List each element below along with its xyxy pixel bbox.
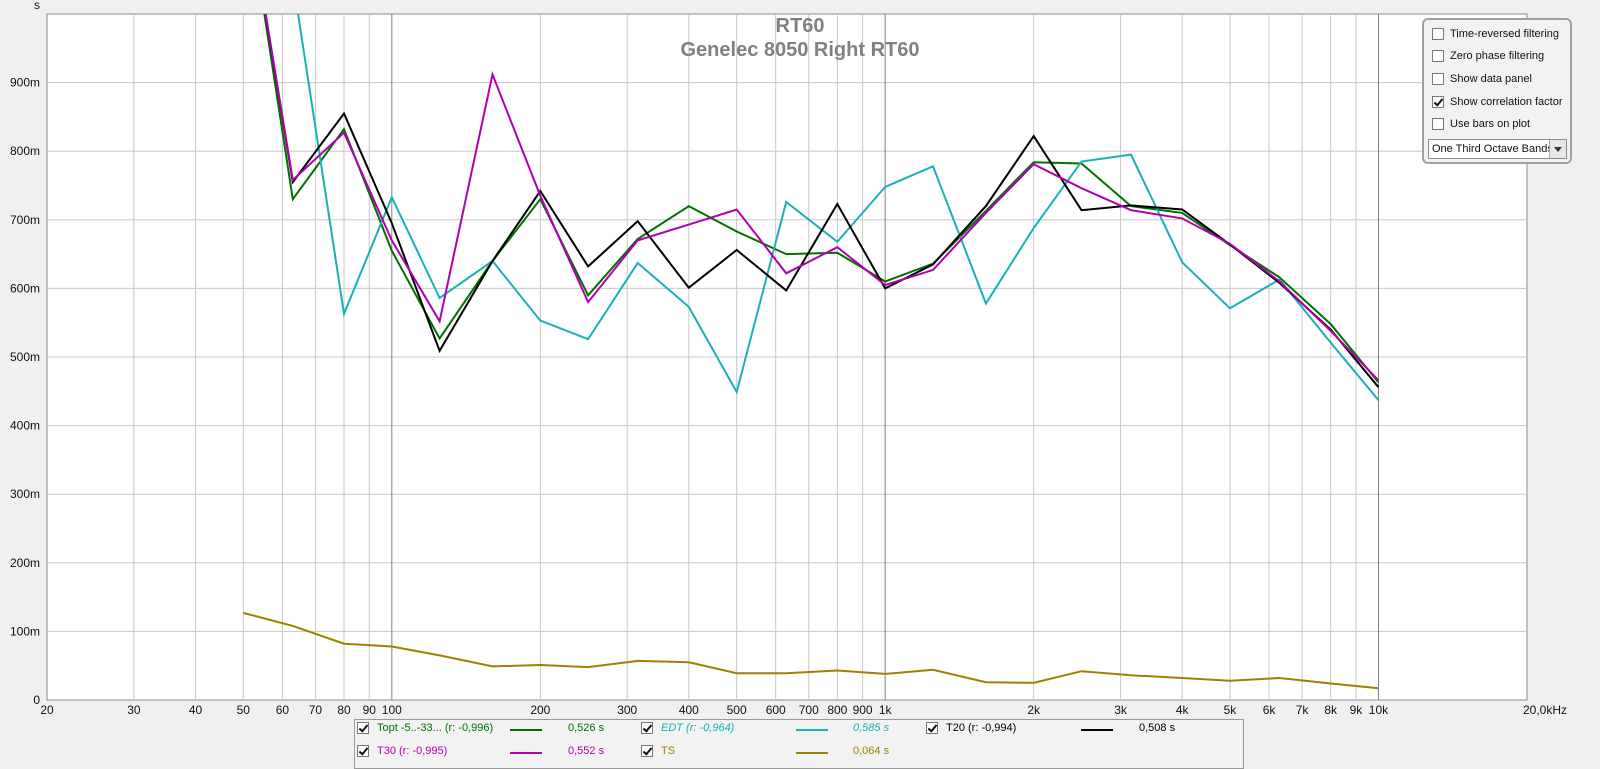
y-tick-label: 200m	[10, 556, 40, 570]
legend-item-t20[interactable]: T20 (r: -0,994)	[926, 719, 1016, 737]
use-bars-option[interactable]: Use bars on plot	[1432, 115, 1530, 133]
x-tick-label: 10k	[1369, 703, 1389, 717]
use-bars-label: Use bars on plot	[1450, 118, 1531, 130]
x-tick-label: 3k	[1114, 703, 1128, 717]
x-tick-label: 700	[799, 703, 819, 717]
x-tick-label: 1k	[879, 703, 893, 717]
t20-value: 0,508 s	[1139, 722, 1176, 734]
y-tick-label: 0	[33, 693, 40, 707]
zero-phase-option[interactable]: Zero phase filtering	[1432, 47, 1544, 65]
x-tick-label: 50	[237, 703, 251, 717]
legend-item-ts[interactable]: TS	[641, 742, 675, 760]
show-data-panel-checkbox[interactable]	[1432, 73, 1444, 85]
band-select-value: One Third Octave Bands	[1432, 143, 1553, 155]
zero-phase-label: Zero phase filtering	[1450, 50, 1545, 62]
y-tick-label: s	[34, 0, 40, 12]
show-data-panel-label: Show data panel	[1450, 73, 1532, 85]
topt-checkbox[interactable]	[357, 722, 369, 734]
t20-series-line	[264, 14, 1380, 388]
topt-swatch	[510, 729, 542, 731]
ts-swatch	[796, 752, 828, 754]
x-tick-label: 9k	[1350, 703, 1364, 717]
y-tick-label: 500m	[10, 350, 40, 364]
t30-checkbox[interactable]	[357, 745, 369, 757]
legend-item-edt[interactable]: EDT (r: -0,964)	[641, 719, 734, 737]
y-tick-label: 100m	[10, 624, 40, 638]
x-tick-label: 8k	[1324, 703, 1338, 717]
tick-labels: 0 100m 200m 300m 400m 500m 600m 700m 800m 900m s 20…	[10, 0, 1567, 717]
x-tick-label: 30	[127, 703, 141, 717]
edt-checkbox[interactable]	[641, 722, 653, 734]
chart-title: RT60	[776, 15, 825, 37]
show-data-panel-option[interactable]: Show data panel	[1432, 70, 1532, 88]
ts-value: 0,064 s	[853, 745, 890, 757]
legend-panel: Topt -5..-33... (r: -0,996) 0,526 s EDT …	[354, 719, 1244, 769]
x-tick-label: 60	[276, 703, 290, 717]
edt-swatch	[796, 729, 828, 731]
x-tick-label: 80	[337, 703, 351, 717]
legend-item-topt[interactable]: Topt -5..-33... (r: -0,996)	[357, 719, 493, 737]
x-tick-label: 90	[363, 703, 377, 717]
ts-checkbox[interactable]	[641, 745, 653, 757]
t20-checkbox[interactable]	[926, 722, 938, 734]
topt-label: Topt -5..-33... (r: -0,996)	[377, 722, 494, 734]
x-tick-label: 2k	[1027, 703, 1041, 717]
x-tick-label: 600	[766, 703, 786, 717]
t30-series-line	[264, 14, 1380, 381]
x-tick-label: 6k	[1263, 703, 1277, 717]
show-correlation-label: Show correlation factor	[1450, 96, 1563, 108]
ts-series-line	[243, 611, 1379, 690]
legend-item-t30[interactable]: T30 (r: -0,995)	[357, 742, 447, 760]
x-tick-label: 5k	[1224, 703, 1238, 717]
options-panel: Time-reversed filtering Zero phase filte…	[1422, 18, 1572, 164]
time-reversed-option[interactable]: Time-reversed filtering	[1432, 25, 1559, 43]
y-tick-label: 300m	[10, 487, 40, 501]
x-tick-label: 900	[853, 703, 873, 717]
chart-subtitle: Genelec 8050 Right RT60	[681, 39, 920, 61]
x-tick-label: 70	[309, 703, 323, 717]
edt-value: 0,585 s	[853, 722, 890, 734]
x-tick-label: 20,0kHz	[1523, 703, 1567, 717]
series-lines	[243, 14, 1380, 690]
x-tick-label: 800	[827, 703, 847, 717]
t30-label: T30 (r: -0,995)	[377, 745, 448, 757]
time-reversed-label: Time-reversed filtering	[1450, 28, 1560, 40]
edt-series-line	[297, 14, 1380, 401]
chevron-down-icon[interactable]	[1549, 140, 1566, 158]
t30-value: 0,552 s	[568, 745, 605, 757]
y-tick-label: 900m	[10, 76, 40, 90]
topt-series-line	[263, 14, 1380, 384]
x-tick-label: 4k	[1176, 703, 1190, 717]
y-tick-label: 700m	[10, 213, 40, 227]
x-tick-label: 500	[727, 703, 747, 717]
x-tick-label: 300	[617, 703, 637, 717]
show-correlation-option[interactable]: Show correlation factor	[1432, 93, 1563, 111]
x-tick-label: 100	[382, 703, 402, 717]
x-tick-label: 20	[40, 703, 54, 717]
ts-label: TS	[661, 745, 676, 757]
t20-swatch	[1081, 729, 1113, 731]
y-tick-label: 600m	[10, 281, 40, 295]
band-select[interactable]: One Third Octave Bands	[1428, 139, 1567, 159]
use-bars-checkbox[interactable]	[1432, 118, 1444, 130]
y-tick-label: 400m	[10, 419, 40, 433]
t30-swatch	[510, 752, 542, 754]
y-tick-label: 800m	[10, 144, 40, 158]
show-correlation-checkbox[interactable]	[1432, 96, 1444, 108]
edt-label: EDT (r: -0,964)	[661, 722, 735, 734]
topt-value: 0,526 s	[568, 722, 605, 734]
x-tick-label: 7k	[1296, 703, 1310, 717]
x-tick-label: 200	[530, 703, 550, 717]
zero-phase-checkbox[interactable]	[1432, 50, 1444, 62]
t20-label: T20 (r: -0,994)	[946, 722, 1017, 734]
x-tick-label: 40	[189, 703, 203, 717]
x-tick-label: 400	[679, 703, 699, 717]
time-reversed-checkbox[interactable]	[1432, 28, 1444, 40]
